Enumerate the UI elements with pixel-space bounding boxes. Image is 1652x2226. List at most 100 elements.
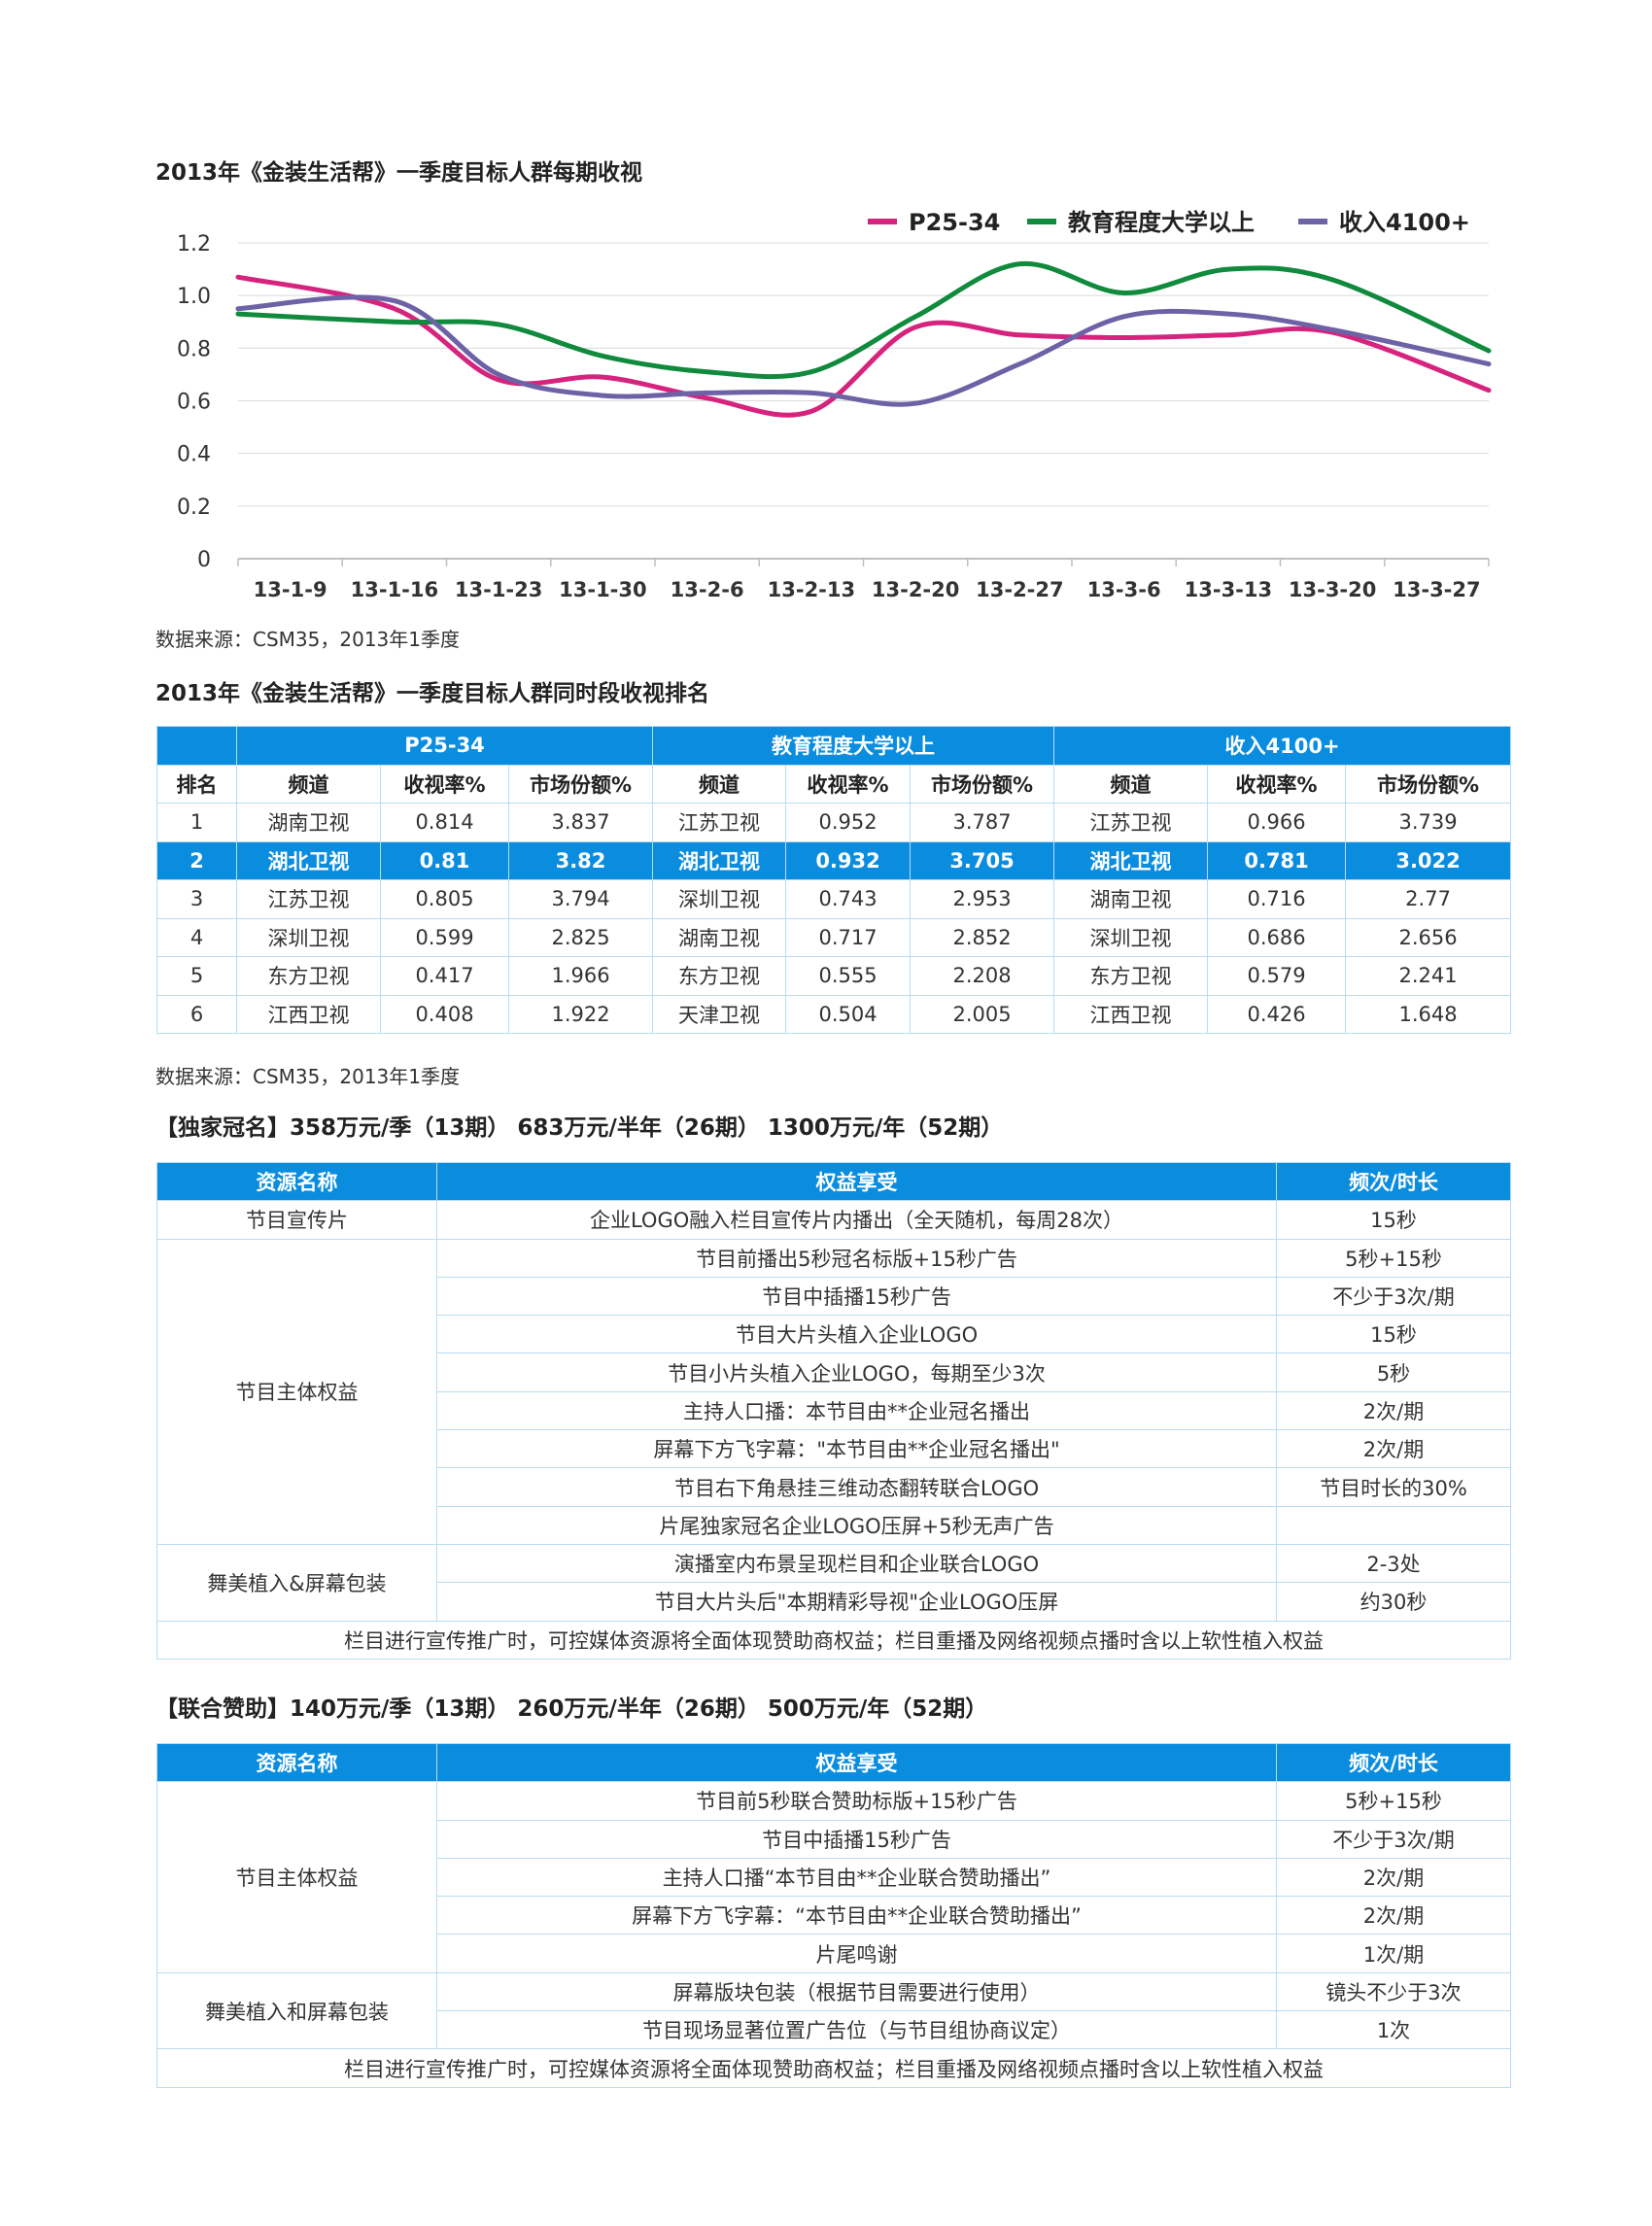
table-cell: 湖南卫视 bbox=[236, 803, 381, 842]
table-cell: 约30秒 bbox=[1276, 1582, 1511, 1622]
table-cell: 江苏卫视 bbox=[1053, 803, 1209, 842]
table-cell: 0.716 bbox=[1207, 879, 1347, 919]
column-header: 频道 bbox=[652, 764, 787, 804]
series-line-2 bbox=[235, 260, 1492, 380]
table-row: 节目大片头后"本期精彩导视"企业LOGO压屏 约30秒 bbox=[157, 1582, 1511, 1622]
table-cell: 企业LOGO融入栏目宣传片内播出（全天随机，每周28次） bbox=[436, 1200, 1277, 1240]
table-cell: 1.966 bbox=[507, 956, 654, 996]
table-cell: 0.417 bbox=[380, 956, 509, 996]
table-cell: 3.837 bbox=[507, 803, 654, 842]
table-row: 片尾鸣谢 1次/期 bbox=[157, 1934, 1511, 1973]
legend-label: 收入4100+ bbox=[1339, 209, 1470, 236]
table-cell: 3.739 bbox=[1345, 803, 1512, 842]
table-row: 1 湖南卫视 0.814 3.837 江苏卫视 0.952 3.787 江苏卫视 0.966 3.… bbox=[156, 803, 1512, 842]
table-row: 节目现场显著位置广告位（与节目组协商议定） 1次 bbox=[157, 2010, 1511, 2050]
y-tick-label: 0 bbox=[197, 548, 211, 572]
resource-group-cell: 舞美植入和屏幕包装 bbox=[156, 1971, 437, 2050]
table-cell: 0.599 bbox=[380, 917, 509, 957]
line-chart: 0 0.2 0.4 0.6 0.8 1.0 1.2 13-1-9 13-1-16 13-1-23… bbox=[177, 209, 1492, 601]
resource-group-cell: 节目主体权益 bbox=[156, 1781, 437, 1973]
table-cell: 不少于3次/期 bbox=[1276, 1276, 1511, 1317]
x-tick-label: 13-2-13 bbox=[768, 578, 856, 601]
table-cell: 节目前播出5秒冠名标版+15秒广告 bbox=[436, 1238, 1277, 1278]
resource-group-cell: 节目主体权益 bbox=[156, 1238, 437, 1545]
table-cell: 1次 bbox=[1276, 2010, 1511, 2050]
table-cell: 2.005 bbox=[910, 994, 1055, 1034]
x-tick-label: 13-3-6 bbox=[1087, 578, 1161, 601]
table-cell: 0.952 bbox=[785, 803, 912, 842]
table-cell: 3.705 bbox=[910, 840, 1055, 880]
table-cell: 0.579 bbox=[1207, 956, 1347, 996]
table-cell: 主持人口播“本节目由**企业联合赞助播出” bbox=[436, 1857, 1277, 1898]
table-cell: 2-3处 bbox=[1276, 1543, 1511, 1584]
resource-group-cell: 舞美植入&屏幕包装 bbox=[156, 1543, 437, 1622]
table-cell: 3.82 bbox=[507, 840, 654, 880]
column-header: 资源名称 bbox=[156, 1742, 437, 1783]
table-cell: 4 bbox=[156, 917, 237, 957]
table-cell: 2.208 bbox=[910, 956, 1055, 996]
table-cell: 节目前5秒联合赞助标版+15秒广告 bbox=[436, 1781, 1277, 1821]
table-cell: 片尾独家冠名企业LOGO压屏+5秒无声广告 bbox=[436, 1505, 1277, 1545]
table-cell: 0.81 bbox=[380, 840, 509, 880]
data-source-note: 数据来源：CSM35，2013年1季度 bbox=[155, 628, 460, 651]
table-cell: 屏幕下方飞字幕："本节目由**企业冠名播出" bbox=[436, 1429, 1277, 1469]
table-row: 节目中插播15秒广告 不少于3次/期 bbox=[157, 1819, 1511, 1859]
table-cell: 屏幕版块包装（根据节目需要进行使用） bbox=[436, 1971, 1277, 2012]
table-cell: 0.932 bbox=[785, 840, 912, 880]
table-cell: 2.77 bbox=[1345, 879, 1512, 919]
table-cell: 2.241 bbox=[1345, 956, 1512, 996]
table-cell: 6 bbox=[156, 994, 237, 1034]
table-cell: 0.504 bbox=[785, 994, 912, 1034]
table-cell: 5秒+15秒 bbox=[1276, 1238, 1511, 1278]
column-header: 市场份额% bbox=[910, 764, 1055, 804]
column-header: 收视率% bbox=[785, 764, 912, 804]
table-cell: 3.794 bbox=[507, 879, 654, 919]
table-row: 4 深圳卫视 0.599 2.825 湖南卫视 0.717 2.852 深圳卫视 0.686 2.… bbox=[156, 917, 1512, 957]
table-cell: 2次/期 bbox=[1276, 1390, 1511, 1431]
x-tick-label: 13-2-27 bbox=[976, 578, 1064, 601]
group-header: 收入4100+ bbox=[1053, 726, 1512, 766]
table-cell: 节目时长的30% bbox=[1276, 1467, 1511, 1507]
x-tick-label: 13-3-13 bbox=[1185, 578, 1273, 601]
column-header: 频次/时长 bbox=[1276, 1161, 1511, 1202]
table-row: 主持人口播“本节目由**企业联合赞助播出” 2次/期 bbox=[157, 1857, 1511, 1898]
table-row: 节目中插播15秒广告 不少于3次/期 bbox=[157, 1276, 1511, 1317]
table-cell: 江苏卫视 bbox=[652, 803, 787, 842]
table-cell: 0.717 bbox=[785, 917, 912, 957]
x-tick-label: 13-3-27 bbox=[1393, 578, 1481, 601]
joint-table: 资源名称 权益享受 频次/时长 节目主体权益 节目前5秒联合赞助标版+15秒广告 5秒+1… bbox=[156, 1742, 1511, 2088]
table-cell: 节目现场显著位置广告位（与节目组协商议定） bbox=[436, 2010, 1277, 2050]
table-cell: 0.781 bbox=[1207, 840, 1347, 880]
table-cell: 东方卫视 bbox=[1053, 956, 1209, 996]
table-row: 5 东方卫视 0.417 1.966 东方卫视 0.555 2.208 东方卫视 0.579 2.… bbox=[156, 956, 1512, 996]
table-cell: 湖北卫视 bbox=[236, 840, 381, 880]
table-cell: 1次/期 bbox=[1276, 1934, 1511, 1973]
table-row: 节目主体权益 节目前播出5秒冠名标版+15秒广告 5秒+15秒 bbox=[156, 1238, 1511, 1545]
table-row: 片尾独家冠名企业LOGO压屏+5秒无声广告 bbox=[157, 1505, 1511, 1545]
table-row: 3 江苏卫视 0.805 3.794 深圳卫视 0.743 2.953 湖南卫视 0.716 2.… bbox=[156, 879, 1512, 919]
x-tick-label: 13-1-16 bbox=[351, 578, 439, 601]
table-row: 主持人口播：本节目由**企业冠名播出 2次/期 bbox=[157, 1390, 1511, 1431]
legend-label: P25-34 bbox=[909, 209, 1000, 236]
series-line-1 bbox=[235, 274, 1492, 418]
table-footer-note: 栏目进行宣传推广时，可控媒体资源将全面体现赞助商权益；栏目重播及网络视频点播时含… bbox=[156, 2048, 1511, 2088]
table-row: 2 湖北卫视 0.81 3.82 湖北卫视 0.932 3.705 湖北卫视 0.781 3.02… bbox=[156, 840, 1512, 880]
table-cell: 0.426 bbox=[1207, 994, 1347, 1034]
table-cell: 2.825 bbox=[507, 917, 654, 957]
table-cell: 2次/期 bbox=[1276, 1857, 1511, 1898]
table-cell: 深圳卫视 bbox=[236, 917, 381, 957]
column-header: 排名 bbox=[156, 764, 237, 804]
table-cell: 节目大片头植入企业LOGO bbox=[436, 1315, 1277, 1354]
column-header: 频道 bbox=[1053, 764, 1209, 804]
table-cell: 节目右下角悬挂三维动态翻转联合LOGO bbox=[436, 1467, 1277, 1507]
group-corner-cell bbox=[156, 726, 237, 766]
table-cell: 2 bbox=[156, 840, 237, 880]
x-tick-label: 13-1-23 bbox=[455, 578, 543, 601]
table-cell: 主持人口播：本节目由**企业冠名播出 bbox=[436, 1390, 1277, 1431]
table-cell: 东方卫视 bbox=[652, 956, 787, 996]
x-tick-label: 13-1-30 bbox=[559, 578, 647, 601]
series-line-3 bbox=[235, 294, 1492, 407]
column-header: 频次/时长 bbox=[1276, 1742, 1511, 1783]
chart-title: 2013年《金装生活帮》一季度目标人群每期收视 bbox=[155, 160, 643, 186]
table-cell: 1.922 bbox=[507, 994, 654, 1034]
